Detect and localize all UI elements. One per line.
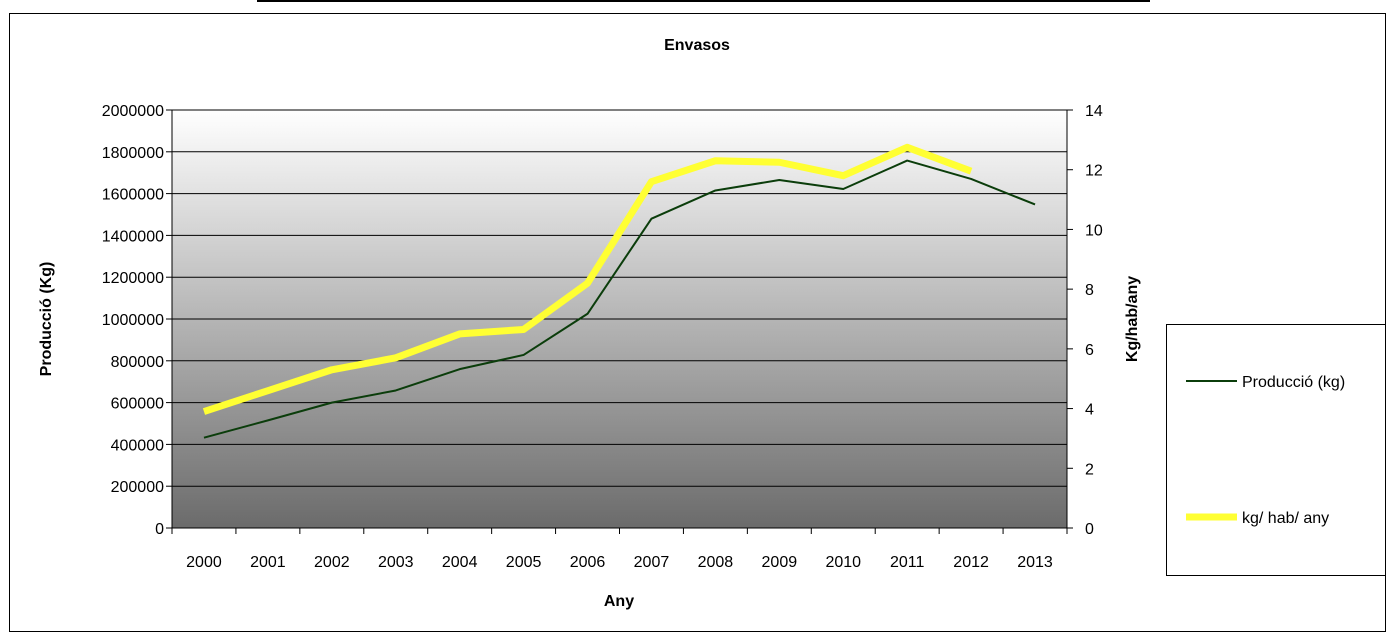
y-right-tick-label: 0 bbox=[1085, 521, 1094, 538]
y-left-tick-label: 0 bbox=[155, 521, 164, 538]
legend-label-kg-hab-any: kg/ hab/ any bbox=[1242, 510, 1329, 527]
y-right-tick-label: 4 bbox=[1085, 402, 1094, 419]
axes: 0 200000 400000 600000 800000 1000000 1200000 1… bbox=[102, 103, 1103, 571]
series-line-kg-hab-any bbox=[202, 143, 973, 415]
x-tick-label: 2011 bbox=[890, 554, 925, 571]
x-tick-label: 2009 bbox=[762, 554, 798, 571]
y-right-tick-label: 14 bbox=[1085, 103, 1103, 120]
y-right-tick-label: 8 bbox=[1085, 282, 1094, 299]
y-left-tick-label: 1600000 bbox=[102, 187, 164, 204]
y-left-tick-label: 800000 bbox=[111, 354, 164, 371]
series-line-produccio bbox=[203, 159, 1036, 439]
y-left-tick-label: 1000000 bbox=[102, 312, 164, 329]
x-tick-label: 2005 bbox=[506, 554, 542, 571]
x-tick-label: 2007 bbox=[634, 554, 670, 571]
y-left-tick-label: 1800000 bbox=[102, 145, 164, 162]
legend-box bbox=[1166, 324, 1386, 576]
x-tick-label: 2006 bbox=[570, 554, 606, 571]
y-left-tick-label: 2000000 bbox=[102, 103, 164, 120]
y-right-tick-label: 6 bbox=[1085, 342, 1094, 359]
y-left-tick-label: 200000 bbox=[111, 479, 164, 496]
x-tick-label: 2012 bbox=[953, 554, 989, 571]
x-tick-label: 2003 bbox=[378, 554, 414, 571]
y-axis-right-title: Kg/hab/any bbox=[1124, 276, 1141, 362]
x-axis-title: Any bbox=[604, 593, 634, 610]
legend: Producció (kg) kg/ hab/ any bbox=[1166, 324, 1386, 576]
y-left-tick-label: 400000 bbox=[111, 437, 164, 454]
y-right-tick-label: 2 bbox=[1085, 461, 1094, 478]
y-left-tick-label: 1400000 bbox=[102, 228, 164, 245]
x-tick-label: 2013 bbox=[1017, 554, 1053, 571]
chart-title: Envasos bbox=[664, 37, 730, 54]
x-tick-label: 2010 bbox=[825, 554, 861, 571]
x-tick-label: 2008 bbox=[698, 554, 734, 571]
y-left-tick-label: 600000 bbox=[111, 396, 164, 413]
x-tick-label: 2002 bbox=[314, 554, 350, 571]
y-right-tick-label: 10 bbox=[1085, 222, 1103, 239]
y-axis-left-title: Producció (Kg) bbox=[38, 262, 55, 377]
x-tick-label: 2000 bbox=[186, 554, 222, 571]
x-tick-label: 2004 bbox=[442, 554, 478, 571]
gridlines bbox=[172, 109, 1067, 487]
y-left-tick-label: 1200000 bbox=[102, 270, 164, 287]
y-right-tick-label: 12 bbox=[1085, 163, 1103, 180]
series-lines bbox=[202, 143, 1036, 439]
x-tick-label: 2001 bbox=[250, 554, 286, 571]
legend-label-produccio: Producció (kg) bbox=[1242, 374, 1345, 391]
